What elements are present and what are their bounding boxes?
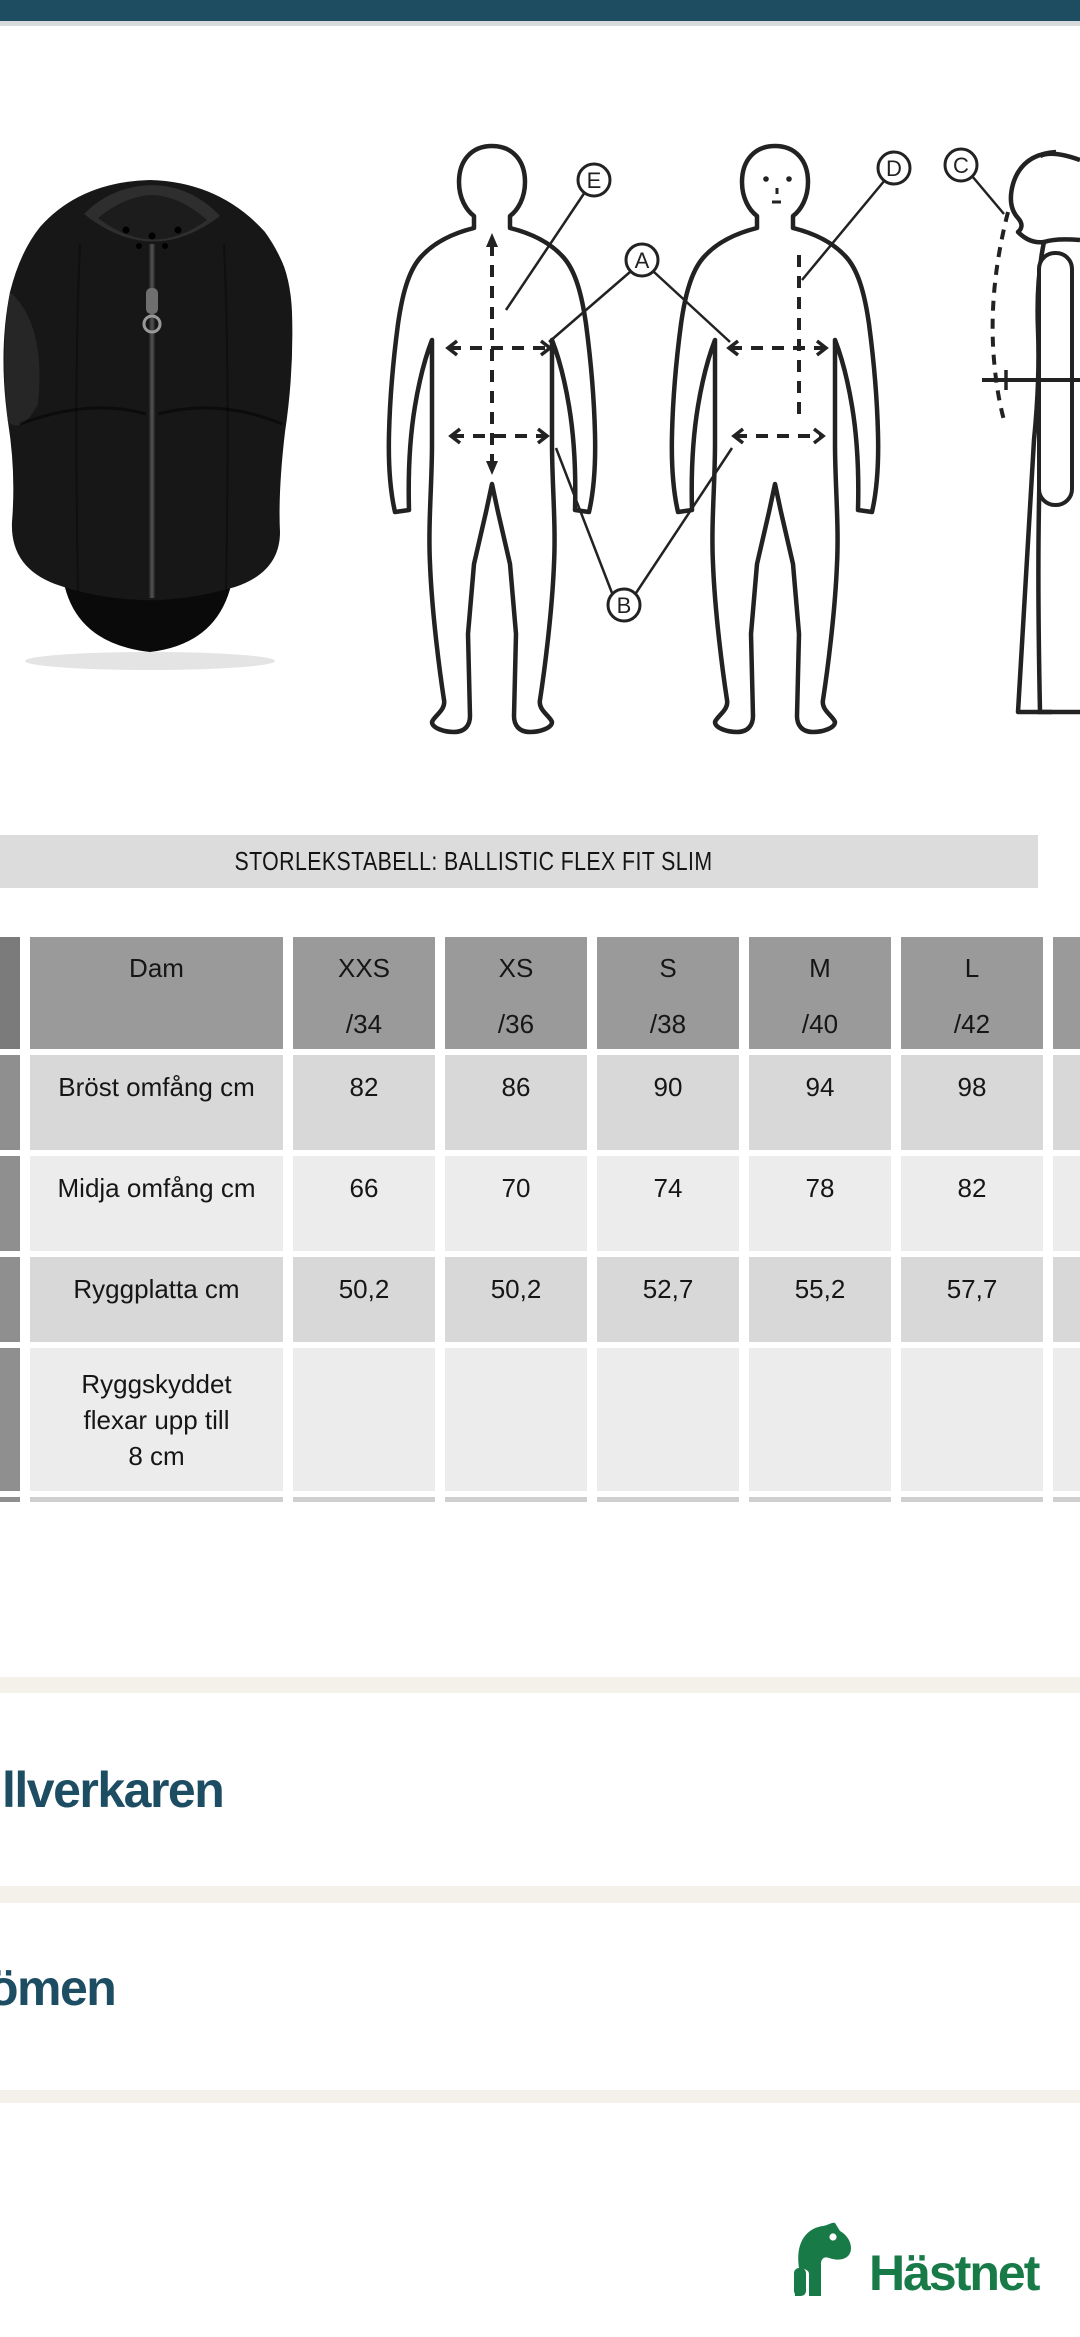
table-cell: 86 bbox=[445, 1055, 587, 1150]
table-cell-cropped bbox=[445, 1497, 587, 1502]
section-heading-manufacturer: llverkaren bbox=[2, 1762, 225, 1818]
column-header-xl-cut: X / bbox=[1053, 937, 1080, 1049]
table-cell: 50,2 bbox=[445, 1257, 587, 1342]
table-cell-cropped bbox=[1053, 1497, 1080, 1502]
table-cell: 90 bbox=[597, 1055, 739, 1150]
section-divider bbox=[0, 1886, 1080, 1903]
status-bar-divider bbox=[0, 21, 1080, 26]
size-chart-title: STORLEKSTABELL: BALLISTIC FLEX FIT SLIM bbox=[234, 846, 714, 876]
hastnet-logo[interactable]: Hästnet bbox=[791, 2218, 1051, 2298]
size-table: Dam XXS /34 XS /36 S /38 M /40 L /42 X /… bbox=[0, 937, 1080, 1508]
table-cell bbox=[1053, 1348, 1080, 1491]
column-header-xs: XS /36 bbox=[445, 937, 587, 1049]
measurement-labels: E A B D C bbox=[576, 147, 979, 623]
row-strip bbox=[0, 1156, 20, 1251]
table-cell: 82 bbox=[293, 1055, 435, 1150]
size-chart-banner: STORLEKSTABELL: BALLISTIC FLEX FIT SLIM bbox=[0, 835, 1038, 888]
product-photo-vest bbox=[0, 172, 325, 677]
table-cell: 50,2 bbox=[293, 1257, 435, 1342]
row-label-backplate: Ryggplatta cm bbox=[30, 1257, 283, 1342]
row-strip bbox=[0, 1348, 20, 1491]
table-cell bbox=[749, 1348, 891, 1491]
table-cell: 1 bbox=[1053, 1055, 1080, 1150]
table-cell: 52,7 bbox=[597, 1257, 739, 1342]
column-header-xxs: XXS /34 bbox=[293, 937, 435, 1049]
leader-lines bbox=[504, 175, 1005, 594]
table-cell-cropped bbox=[749, 1497, 891, 1502]
table-cell: 66 bbox=[293, 1156, 435, 1251]
vest-illustration bbox=[3, 180, 325, 670]
label-b-icon: B bbox=[617, 593, 632, 618]
label-d-icon: D bbox=[886, 156, 902, 181]
column-header-l: L /42 bbox=[901, 937, 1043, 1049]
table-cell: 78 bbox=[749, 1156, 891, 1251]
table-cell-cropped bbox=[293, 1497, 435, 1502]
label-c-icon: C bbox=[953, 153, 969, 178]
row-strip bbox=[0, 1257, 20, 1342]
column-header-s: S /38 bbox=[597, 937, 739, 1049]
section-heading-reviews: ömen bbox=[0, 1960, 117, 2016]
horse-icon bbox=[794, 2222, 851, 2296]
measurement-figures: E A B D C bbox=[340, 120, 1080, 780]
column-header-gender: Dam bbox=[30, 937, 283, 1049]
figure-front-view bbox=[672, 146, 878, 732]
table-cell: 94 bbox=[749, 1055, 891, 1150]
table-cell-cropped bbox=[597, 1497, 739, 1502]
table-cell: 70 bbox=[445, 1156, 587, 1251]
gender-label: Dam bbox=[129, 953, 184, 983]
table-cell: 57,7 bbox=[901, 1257, 1043, 1342]
table-cell: 82 bbox=[901, 1156, 1043, 1251]
status-bar bbox=[0, 0, 1080, 21]
section-divider bbox=[0, 2090, 1080, 2103]
row-strip-cropped bbox=[0, 1497, 20, 1502]
table-cell: 6 bbox=[1053, 1257, 1080, 1342]
label-e-icon: E bbox=[587, 168, 602, 193]
table-cell: 98 bbox=[901, 1055, 1043, 1150]
table-corner-strip bbox=[0, 937, 20, 1049]
label-a-icon: A bbox=[635, 248, 650, 273]
row-strip bbox=[0, 1055, 20, 1150]
row-label-chest: Bröst omfång cm bbox=[30, 1055, 283, 1150]
table-cell: 74 bbox=[597, 1156, 739, 1251]
logo-text: Hästnet bbox=[869, 2245, 1040, 2301]
table-cell-cropped bbox=[901, 1497, 1043, 1502]
figure-back-view bbox=[389, 146, 595, 732]
row-label-waist: Midja omfång cm bbox=[30, 1156, 283, 1251]
figure-side-view bbox=[982, 149, 1080, 715]
table-cell bbox=[445, 1348, 587, 1491]
table-cell bbox=[597, 1348, 739, 1491]
section-divider bbox=[0, 1677, 1080, 1693]
table-cell-cropped bbox=[30, 1497, 283, 1502]
table-cell bbox=[901, 1348, 1043, 1491]
column-header-m: M /40 bbox=[749, 937, 891, 1049]
zipper-pull bbox=[146, 288, 158, 314]
table-cell: 55,2 bbox=[749, 1257, 891, 1342]
size-measurement-diagram: E A B D C bbox=[340, 120, 1080, 780]
table-cell bbox=[293, 1348, 435, 1491]
row-label-flex: Ryggskyddet flexar upp till 8 cm bbox=[30, 1348, 283, 1491]
table-cell: 8 bbox=[1053, 1156, 1080, 1251]
